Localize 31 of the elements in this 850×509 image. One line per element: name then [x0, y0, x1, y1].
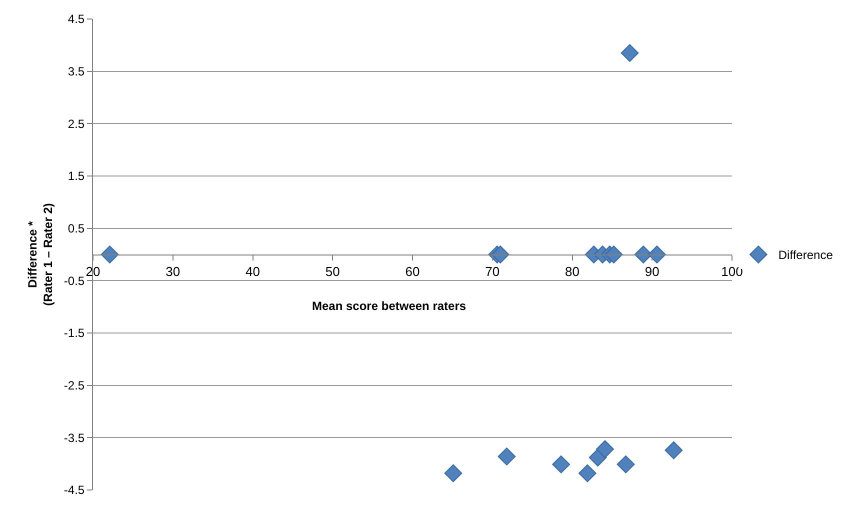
point — [552, 455, 570, 474]
point — [444, 464, 462, 482]
y-tick-label: 2.5 — [68, 116, 85, 131]
x-tick-label: 20 — [86, 264, 100, 280]
point — [648, 246, 666, 264]
point — [578, 464, 596, 482]
x-tick-label: 60 — [405, 264, 420, 280]
point — [491, 246, 510, 264]
x-tick-label: 30 — [166, 264, 180, 280]
y-tick-label: 0.5 — [68, 222, 85, 236]
y-tick-label: -4.5 — [64, 483, 85, 498]
point — [498, 448, 516, 466]
point — [596, 440, 614, 458]
x-tick-label: 50 — [325, 264, 340, 280]
legend-label: Difference — [778, 248, 834, 262]
point — [620, 44, 639, 62]
y-tick-label: -1.5 — [64, 326, 85, 340]
y-tick-label: 1.5 — [68, 169, 85, 184]
x-axis-title: Mean score between raters — [312, 299, 466, 313]
y-axis-title: Difference * (Rater 1 – Rater 2) — [26, 203, 56, 306]
x-tick-label: 40 — [246, 264, 260, 280]
y-tick-label: -2.5 — [64, 378, 85, 393]
point — [664, 441, 683, 460]
y-tick-label: -0.5 — [64, 274, 85, 288]
x-tick-label: 90 — [644, 264, 660, 280]
x-tick-label: 80 — [565, 264, 580, 280]
point — [616, 455, 635, 474]
y-tick-label: 4.5 — [68, 12, 85, 26]
y-tick-label: -3.5 — [64, 430, 85, 445]
y-tick-label: 3.5 — [68, 64, 85, 79]
x-tick-label: 70 — [485, 264, 500, 280]
